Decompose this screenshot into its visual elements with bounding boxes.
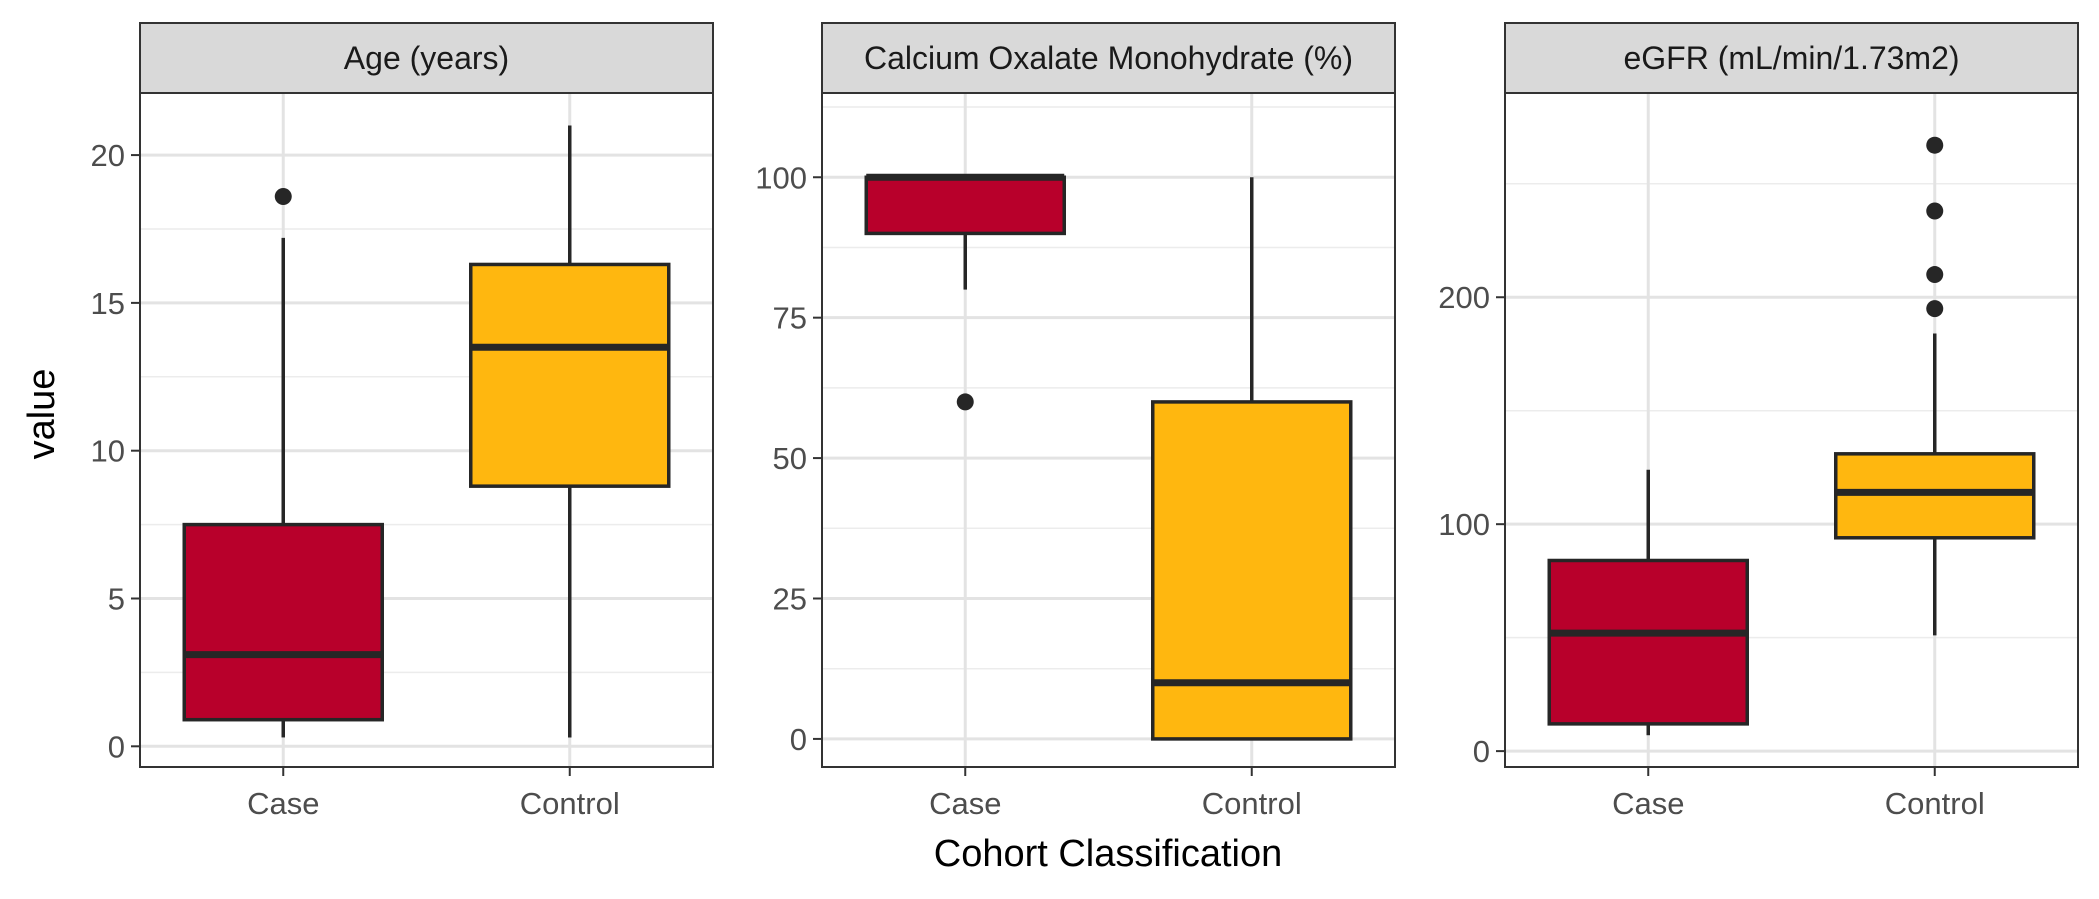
strip-title: Age (years) — [344, 40, 509, 76]
y-tick-label: 100 — [1438, 507, 1490, 542]
strip-background — [1504, 22, 2079, 94]
x-axis-title: Cohort Classification — [934, 833, 1282, 875]
iqr-box — [1151, 400, 1353, 741]
y-tick-label: 75 — [773, 301, 807, 336]
strip-title: eGFR (mL/min/1.73m2) — [1623, 40, 1959, 76]
box-control — [469, 125, 671, 738]
iqr-box — [182, 522, 384, 722]
panel-2: Calcium Oxalate Monohydrate (%) 0 25 50 75 10… — [755, 22, 1396, 821]
outlier-point — [956, 393, 974, 411]
strip-background — [821, 22, 1396, 94]
y-tick-label: 5 — [108, 582, 125, 617]
panel-3: eGFR (mL/min/1.73m2) 0 100 200 Case Control — [1438, 22, 2079, 821]
x-tick-label: Control — [1202, 786, 1302, 821]
outlier-point — [1926, 136, 1944, 154]
box-control — [1151, 177, 1353, 741]
y-tick-label: 25 — [773, 582, 807, 617]
box-case — [182, 187, 384, 738]
outlier-point — [274, 187, 292, 205]
box-case — [864, 173, 1066, 411]
x-tick-label: Case — [247, 786, 319, 821]
strip-background — [139, 22, 714, 94]
strip-title: Calcium Oxalate Monohydrate (%) — [864, 40, 1353, 76]
iqr-box — [1547, 558, 1749, 726]
outlier-point — [1926, 202, 1944, 220]
outlier-point — [1926, 266, 1944, 284]
y-tick-label: 200 — [1438, 280, 1490, 315]
y-tick-label: 0 — [108, 729, 125, 764]
y-tick-label: 100 — [755, 160, 807, 195]
x-tick-label: Control — [520, 786, 620, 821]
y-tick-label: 50 — [773, 441, 807, 476]
x-tick-label: Control — [1885, 786, 1985, 821]
x-tick-label: Case — [929, 786, 1001, 821]
panel-1: Age (years) 0 5 10 15 20 Case Control — [91, 22, 714, 821]
y-axis-title: value — [21, 369, 63, 460]
outlier-point — [1926, 300, 1944, 318]
y-tick-label: 10 — [91, 434, 125, 469]
y-tick-label: 0 — [790, 722, 807, 757]
iqr-box — [864, 175, 1066, 236]
y-tick-label: 0 — [1473, 734, 1490, 769]
y-tick-label: 20 — [91, 138, 125, 173]
box-control — [1834, 136, 2036, 636]
iqr-box — [469, 262, 671, 488]
y-tick-label: 15 — [91, 286, 125, 321]
box-case — [1547, 469, 1749, 736]
x-tick-label: Case — [1612, 786, 1684, 821]
